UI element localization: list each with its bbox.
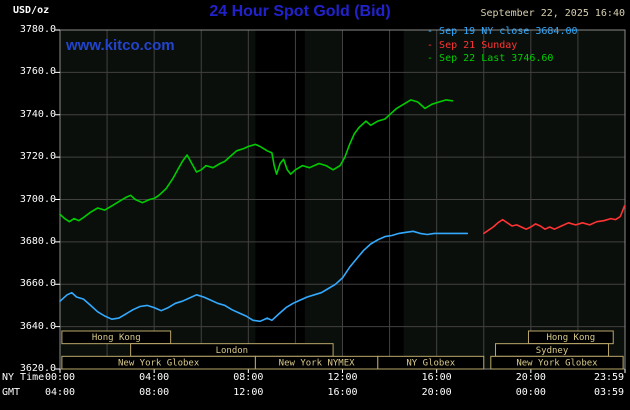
session-box bbox=[377, 355, 485, 370]
y-axis-tick-label: 3620.0 bbox=[19, 363, 56, 374]
legend: - Sep 19 NY close 3684.00- Sep 21 Sunday… bbox=[427, 25, 625, 66]
session-label: Sydney bbox=[536, 346, 569, 356]
x-axis-tick-label: 03:59 bbox=[593, 387, 625, 398]
x-axis-tick-label: 20:00 bbox=[421, 387, 452, 398]
x-axis-tick-label: 08:00 bbox=[233, 372, 264, 383]
chart-title: 24 Hour Spot Gold (Bid) bbox=[209, 3, 391, 20]
session-box bbox=[490, 355, 624, 370]
x-axis-row-label: GMT bbox=[2, 387, 21, 398]
legend-label: Sep 22 Last 3746.60 bbox=[439, 53, 554, 64]
x-axis-row-label: NY Time bbox=[2, 372, 45, 383]
session-label: Hong Kong bbox=[546, 333, 595, 343]
y-axis-tick-label: 3780.0 bbox=[19, 24, 56, 35]
y-axis-units-label: USD/oz bbox=[13, 5, 50, 16]
x-axis-tick-label: 04:00 bbox=[44, 387, 76, 398]
legend-marker-icon: - bbox=[427, 26, 440, 37]
session-label: NY Globex bbox=[406, 359, 455, 369]
y-axis-tick-label: 3680.0 bbox=[19, 235, 56, 247]
x-axis-tick-label: 20:00 bbox=[515, 372, 546, 383]
price-line-sep22 bbox=[59, 99, 454, 223]
x-axis-tick-label: 23:59 bbox=[593, 372, 625, 383]
price-line-sep21 bbox=[482, 205, 626, 235]
x-axis-tick-label: 16:00 bbox=[327, 387, 358, 398]
legend-marker-icon: - bbox=[427, 39, 440, 51]
datetime-stamp: September 22, 2025 16:40 bbox=[480, 8, 626, 19]
x-axis-tick-label: 00:00 bbox=[515, 387, 546, 398]
x-axis-tick-label: 16:00 bbox=[421, 372, 452, 383]
y-axis-tick-label: 3740.0 bbox=[19, 108, 56, 120]
x-axis-tick-label: 12:00 bbox=[233, 387, 264, 398]
session-label: New York Globex bbox=[118, 359, 200, 369]
price-line-sep19 bbox=[59, 230, 469, 323]
legend-item: - Sep 19 NY close 3684.00 bbox=[427, 25, 625, 39]
session-label: New York NYMEX bbox=[279, 359, 355, 369]
legend-label: Sep 19 NY close 3684.00 bbox=[439, 26, 578, 37]
session-label: London bbox=[216, 346, 249, 356]
y-axis-tick-label: 3700.0 bbox=[19, 193, 56, 205]
session-label: New York Globex bbox=[516, 359, 598, 369]
legend-item: - Sep 22 Last 3746.60 bbox=[427, 52, 625, 66]
x-axis-tick-label: 08:00 bbox=[139, 387, 170, 398]
legend-marker-icon: - bbox=[427, 53, 440, 64]
y-axis-tick-label: 3660.0 bbox=[19, 278, 56, 290]
legend-label: Sep 21 Sunday bbox=[439, 39, 518, 51]
x-axis-tick-label: 12:00 bbox=[327, 372, 358, 383]
y-axis-tick-label: 3720.0 bbox=[19, 151, 56, 163]
session-box bbox=[61, 330, 172, 345]
legend-item: - Sep 21 Sunday bbox=[427, 39, 625, 53]
x-axis-tick-label: 04:00 bbox=[139, 372, 170, 383]
x-axis-tick-label: 00:00 bbox=[44, 372, 76, 383]
y-axis-tick-label: 3640.0 bbox=[19, 320, 56, 332]
kitco-watermark-link[interactable]: www.kitco.com bbox=[66, 37, 175, 54]
y-axis-tick-label: 3760.0 bbox=[19, 66, 56, 78]
session-label: Hong Kong bbox=[92, 333, 141, 343]
